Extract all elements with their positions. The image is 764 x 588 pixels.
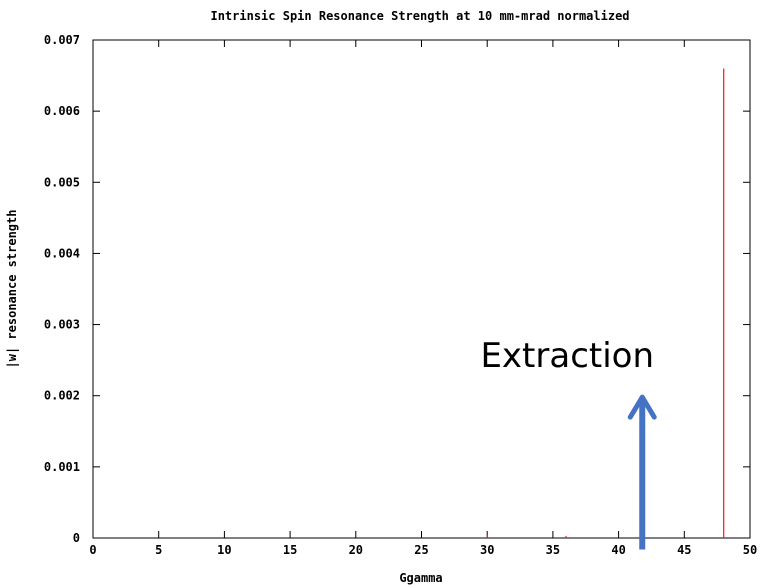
x-tick-label: 25 (414, 543, 428, 557)
y-tick-label: 0.007 (44, 33, 80, 47)
x-tick-label: 10 (217, 543, 231, 557)
y-tick-label: 0.006 (44, 104, 80, 118)
chart-title: Intrinsic Spin Resonance Strength at 10 … (210, 9, 629, 23)
y-axis-label: |w| resonance strength (5, 210, 19, 369)
y-tick-label: 0 (73, 531, 80, 545)
y-tick-label: 0.001 (44, 460, 80, 474)
x-tick-label: 40 (611, 543, 625, 557)
x-tick-label: 5 (155, 543, 162, 557)
annotation-label: Extraction (480, 336, 654, 376)
annotation-group: Extraction (480, 336, 657, 550)
y-tick-label: 0.004 (44, 246, 80, 260)
x-tick-label: 15 (283, 543, 297, 557)
y-tick-label: 0.002 (44, 389, 80, 403)
x-tick-label: 50 (743, 543, 757, 557)
x-tick-label: 0 (89, 543, 96, 557)
x-axis-label: Ggamma (399, 571, 442, 585)
x-tick-label: 45 (677, 543, 691, 557)
y-tick-label: 0.003 (44, 318, 80, 332)
annotation-arrow-head (627, 394, 657, 420)
y-tick-label: 0.005 (44, 175, 80, 189)
x-tick-label: 20 (349, 543, 363, 557)
plot-area (92, 39, 751, 539)
x-tick-label: 35 (546, 543, 560, 557)
x-tick-label: 30 (480, 543, 494, 557)
axis-ticks: 0 5 10 15 20 25 30 35 40 45 50 0 0.001 0.002 0.003 0.00… (44, 33, 757, 557)
data-series (486, 68, 725, 538)
